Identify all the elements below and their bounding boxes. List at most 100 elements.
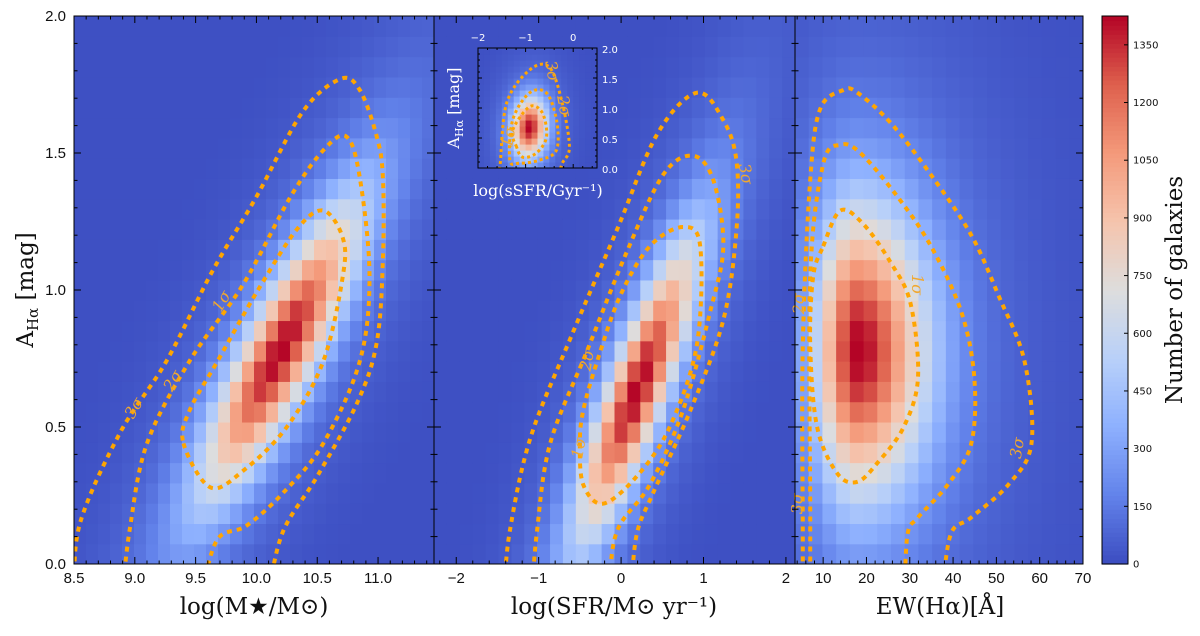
colorbar-segment xyxy=(1102,367,1128,373)
heatmap-cell xyxy=(891,503,906,525)
heatmap-cell xyxy=(110,218,123,240)
heatmap-cell xyxy=(987,158,1002,179)
heatmap-cell xyxy=(398,56,411,78)
heatmap-cell xyxy=(1069,523,1083,545)
heatmap-cell xyxy=(519,156,527,163)
heatmap-cell xyxy=(562,543,577,564)
heatmap-cell xyxy=(591,54,597,61)
heatmap-cell xyxy=(932,16,947,37)
heatmap-cell xyxy=(170,259,183,281)
heatmap-cell xyxy=(314,239,327,261)
heatmap-cell xyxy=(691,56,706,78)
heatmap-cell xyxy=(973,503,988,525)
heatmap-cell xyxy=(904,16,920,37)
heatmap-cell xyxy=(756,421,770,443)
heatmap-cell xyxy=(206,523,219,545)
colorbar-segment xyxy=(1102,545,1128,551)
heatmap-cell xyxy=(459,259,474,281)
contour-2sigma xyxy=(531,153,726,564)
heatmap-cell xyxy=(495,84,503,91)
heatmap-cell xyxy=(627,421,641,443)
heatmap-cell xyxy=(266,239,279,261)
heatmap-cell xyxy=(86,300,99,322)
y-tick-label: 0.0 xyxy=(45,556,66,573)
heatmap-cell xyxy=(550,421,564,443)
heatmap-cell xyxy=(302,340,315,362)
heatmap-cell xyxy=(511,340,525,362)
heatmap-cell xyxy=(511,361,525,382)
heatmap-cell xyxy=(549,108,556,115)
heatmap-cell xyxy=(973,16,988,37)
heatmap-cell xyxy=(170,543,183,564)
heatmap-cell xyxy=(86,16,99,37)
heatmap-cell xyxy=(653,361,667,382)
heatmap-cell xyxy=(959,279,974,301)
heatmap-cell xyxy=(614,320,628,342)
heatmap-cell xyxy=(614,16,628,37)
heatmap-cell xyxy=(478,156,485,163)
heatmap-cell xyxy=(987,421,1002,443)
colorbar-segment xyxy=(1102,335,1128,341)
heatmap-cell xyxy=(194,320,207,342)
heatmap-cell xyxy=(691,178,706,200)
heatmap-cell xyxy=(326,218,339,240)
heatmap-cell xyxy=(550,340,564,362)
heatmap-cell xyxy=(158,158,171,179)
heatmap-cell xyxy=(478,66,485,73)
heatmap-cell xyxy=(206,482,219,504)
heatmap-cell xyxy=(422,16,434,37)
heatmap-cell xyxy=(769,279,783,301)
heatmap-cell xyxy=(932,239,947,261)
x-tick-label: 10 xyxy=(815,570,832,587)
heatmap-cell xyxy=(891,381,906,403)
heatmap-cell xyxy=(398,543,411,564)
heatmap-cell xyxy=(374,381,387,403)
heatmap-cell xyxy=(507,102,515,109)
heatmap-cell xyxy=(849,462,865,484)
heatmap-cell xyxy=(446,56,461,78)
heatmap-cell xyxy=(446,259,461,281)
heatmap-cell xyxy=(704,401,719,423)
heatmap-cell xyxy=(877,361,892,382)
heatmap-cell xyxy=(704,543,719,564)
heatmap-cell xyxy=(756,16,770,37)
heatmap-cell xyxy=(290,198,303,220)
heatmap-cell xyxy=(501,150,509,157)
heatmap-cell xyxy=(877,16,892,37)
heatmap-cell xyxy=(206,381,219,403)
heatmap-cell xyxy=(182,279,195,301)
heatmap-cell xyxy=(98,198,111,220)
heatmap-cell xyxy=(932,401,947,423)
heatmap-cell xyxy=(904,76,920,98)
heatmap-cell xyxy=(266,198,279,220)
heatmap-cell xyxy=(483,66,491,73)
heatmap-cell xyxy=(666,462,680,484)
heatmap-cell xyxy=(110,137,123,159)
heatmap-cell xyxy=(756,158,770,179)
heatmap-cell xyxy=(74,361,87,382)
heatmap-cell xyxy=(562,320,577,342)
heatmap-cell xyxy=(891,178,906,200)
heatmap-cell xyxy=(459,56,474,78)
heatmap-cell xyxy=(446,137,461,159)
heatmap-cell xyxy=(485,320,500,342)
heatmap-cell xyxy=(691,421,706,443)
heatmap-cell xyxy=(1069,401,1083,423)
colorbar-segment xyxy=(1102,230,1128,236)
heatmap-cell xyxy=(422,482,434,504)
heatmap-cell xyxy=(498,340,512,362)
heatmap-cell xyxy=(575,239,590,261)
heatmap-cell xyxy=(918,340,933,362)
heatmap-cell xyxy=(666,97,680,119)
heatmap-cell xyxy=(588,421,603,443)
heatmap-cell xyxy=(410,117,423,139)
heatmap-cell xyxy=(266,300,279,322)
heatmap-cell xyxy=(932,421,947,443)
heatmap-cell xyxy=(326,381,339,403)
heatmap-cell xyxy=(822,482,837,504)
heatmap-cell xyxy=(932,340,947,362)
heatmap-cell xyxy=(338,523,351,545)
heatmap-cell xyxy=(573,150,580,157)
heatmap-cell xyxy=(507,144,515,151)
heatmap-cell xyxy=(591,126,597,133)
